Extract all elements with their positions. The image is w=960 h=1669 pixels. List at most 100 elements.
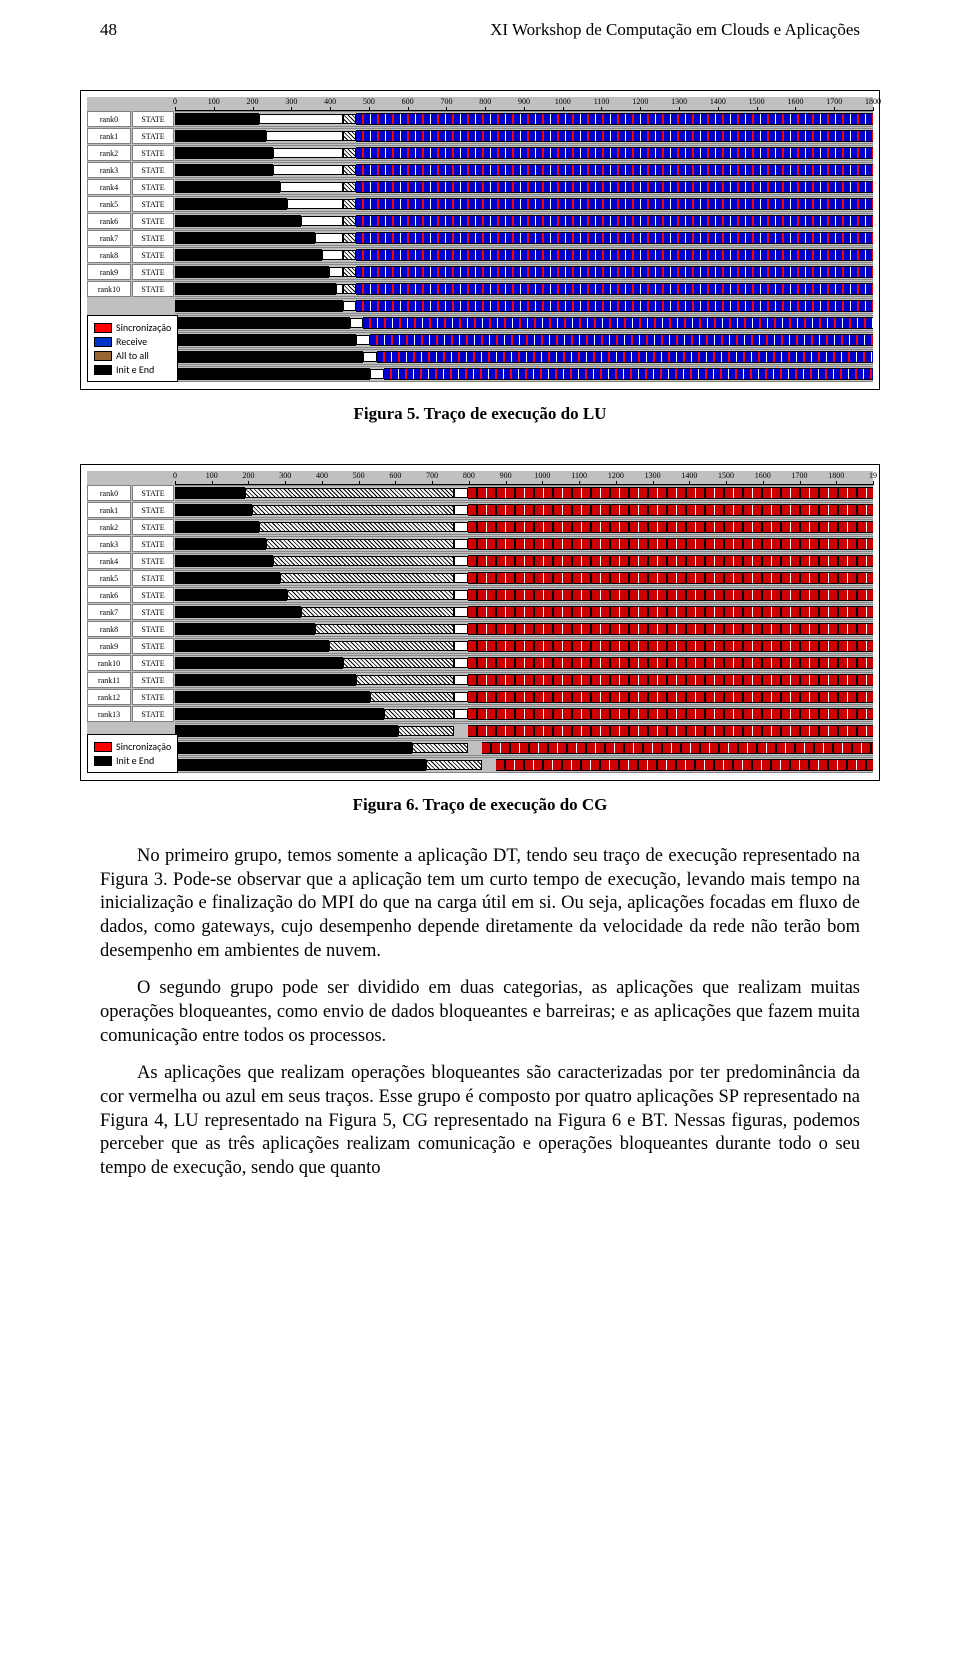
rank-row: rank10STATE [87, 281, 873, 297]
legend-swatch [94, 756, 112, 766]
legend-item: Init e End [94, 363, 171, 376]
ruler-tick: 400 [316, 471, 328, 480]
bar-track [175, 519, 873, 535]
rank-label: rank1 [87, 502, 131, 518]
rank-row: rank4STATE [87, 553, 873, 569]
state-label: STATE [132, 553, 174, 569]
rank-row: rank2STATE [87, 145, 873, 161]
figure-5-ruler: 0100200300400500600700800900100011001200… [175, 97, 873, 111]
legend-item: Init e End [94, 754, 171, 767]
rank-label: rank9 [87, 638, 131, 654]
bar-track [175, 570, 873, 586]
state-label: STATE [132, 655, 174, 671]
rank-row: rank0STATE [87, 111, 873, 127]
legend-swatch [94, 323, 112, 333]
ruler-tick: 600 [402, 97, 414, 106]
rank-label: rank5 [87, 570, 131, 586]
legend-item: Receive [94, 335, 171, 348]
bar-track [175, 604, 873, 620]
rank-label: rank7 [87, 230, 131, 246]
ruler-tick: 1600 [787, 97, 803, 106]
state-label: STATE [132, 604, 174, 620]
ruler-tick: 300 [285, 97, 297, 106]
paragraph-1: No primeiro grupo, temos somente a aplic… [100, 845, 860, 963]
ruler-tick: 1300 [645, 471, 661, 480]
rank-row: rank1STATE [87, 128, 873, 144]
bar-track [175, 247, 873, 263]
rank-label: rank1 [87, 128, 131, 144]
rank-row: rank4STATE [87, 179, 873, 195]
rank-row: rank9STATE [87, 264, 873, 280]
bar-track [175, 689, 873, 705]
rank-row: rank5STATE [87, 570, 873, 586]
ruler-tick: 1800 [865, 97, 881, 106]
state-label: STATE [132, 706, 174, 722]
ruler-tick: 500 [353, 471, 365, 480]
rank-row: rank2STATE [87, 519, 873, 535]
legend-swatch [94, 337, 112, 347]
ruler-tick: 1300 [671, 97, 687, 106]
figure-6-rows: rank0STATErank1STATErank2STATErank3STATE… [87, 485, 873, 773]
rank-label: rank8 [87, 621, 131, 637]
state-label: STATE [132, 162, 174, 178]
state-label: STATE [132, 264, 174, 280]
page-number: 48 [100, 20, 117, 40]
rank-row-empty [87, 740, 873, 756]
rank-label: rank7 [87, 604, 131, 620]
state-label: STATE [132, 179, 174, 195]
bar-track [175, 587, 873, 603]
bar-track [175, 264, 873, 280]
figure-6-legend: SincronizaçãoInit e End [87, 734, 178, 773]
state-label: STATE [132, 621, 174, 637]
rank-label: rank12 [87, 689, 131, 705]
legend-swatch [94, 742, 112, 752]
bar-track [175, 672, 873, 688]
paragraph-3: As aplicações que realizam operações blo… [100, 1062, 860, 1180]
bar-track [175, 162, 873, 178]
figure-5-rows: rank0STATErank1STATErank2STATErank3STATE… [87, 111, 873, 382]
legend-label: Sincronização [116, 321, 171, 334]
ruler-tick: 1400 [710, 97, 726, 106]
ruler-tick: 1000 [534, 471, 550, 480]
rank-label: rank3 [87, 536, 131, 552]
paragraph-2: O segundo grupo pode ser dividido em dua… [100, 977, 860, 1048]
state-label: STATE [132, 281, 174, 297]
rank-row-empty [87, 298, 873, 314]
state-label: STATE [132, 213, 174, 229]
ruler-tick: 700 [440, 97, 452, 106]
rank-row: rank8STATE [87, 247, 873, 263]
rank-label: rank13 [87, 706, 131, 722]
ruler-tick: 0 [173, 97, 177, 106]
ruler-tick: 1600 [755, 471, 771, 480]
state-label: STATE [132, 570, 174, 586]
figure-6-caption: Figura 6. Traço de execução do CG [0, 795, 960, 815]
page-header: 48 XI Workshop de Computação em Clouds e… [0, 0, 960, 50]
rank-row: rank8STATE [87, 621, 873, 637]
state-label: STATE [132, 689, 174, 705]
state-label: STATE [132, 230, 174, 246]
state-label: STATE [132, 111, 174, 127]
figure-6-ruler: 0100200300400500600700800900100011001200… [175, 471, 873, 485]
state-label: STATE [132, 502, 174, 518]
rank-row-empty [87, 366, 873, 382]
figure-6-chart: 0100200300400500600700800900100011001200… [87, 471, 873, 773]
rank-row: rank5STATE [87, 196, 873, 212]
bar-track [175, 655, 873, 671]
legend-item: Sincronização [94, 321, 171, 334]
rank-label: rank10 [87, 655, 131, 671]
rank-label: rank3 [87, 162, 131, 178]
rank-label: rank0 [87, 111, 131, 127]
legend-item: Sincronização [94, 740, 171, 753]
bar-track [175, 145, 873, 161]
state-label: STATE [132, 196, 174, 212]
rank-row-empty [87, 757, 873, 773]
rank-row-empty [87, 723, 873, 739]
rank-label: rank8 [87, 247, 131, 263]
ruler-tick: 1400 [681, 471, 697, 480]
rank-label: rank0 [87, 485, 131, 501]
figure-5-legend: SincronizaçãoReceiveAll to allInit e End [87, 315, 178, 382]
rank-label: rank4 [87, 553, 131, 569]
rank-row: rank11STATE [87, 672, 873, 688]
legend-label: Init e End [116, 363, 154, 376]
ruler-tick: 900 [500, 471, 512, 480]
